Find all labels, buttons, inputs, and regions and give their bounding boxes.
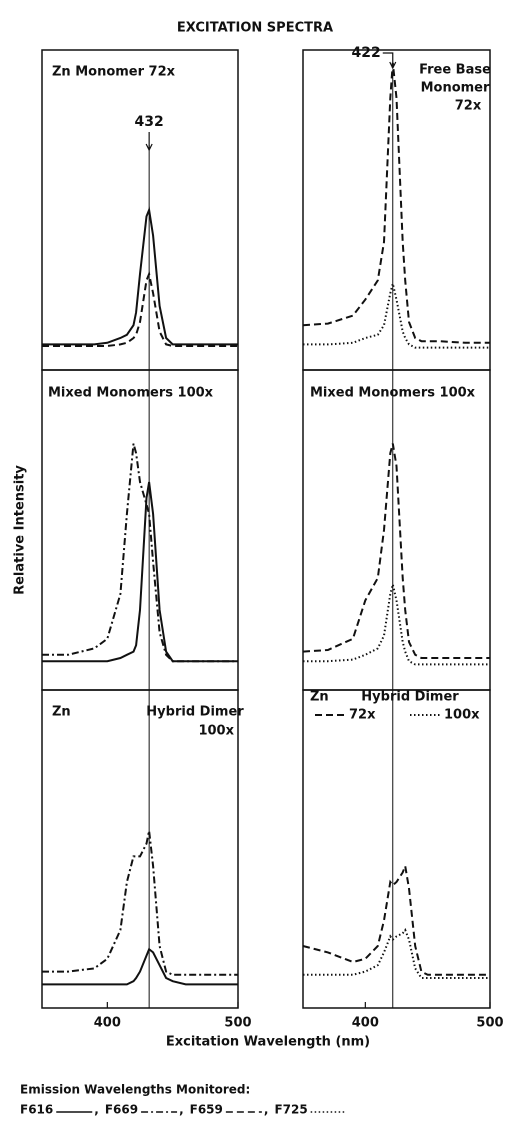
annotation-arrow [145, 132, 153, 152]
x-tick-label: 500 [476, 1016, 503, 1031]
y-axis-label: Relative Intensity [13, 465, 28, 595]
x-tick-label: 500 [224, 1016, 251, 1031]
panel-frame [41, 689, 239, 1009]
spectrum-line [302, 62, 490, 344]
spectrum-line [42, 947, 238, 986]
legend-separator: , [94, 1103, 99, 1117]
x-tick-label: 400 [352, 1016, 379, 1031]
panel-title: Mixed Monomers 100x [310, 386, 476, 401]
legend-label: F616 [20, 1103, 53, 1117]
panel-title: 72x [455, 99, 482, 114]
spectrum-line [303, 283, 490, 349]
legend-label: F669 [105, 1103, 138, 1117]
panel-title: Zn Monomer 72x [52, 65, 176, 80]
panel-title: Mixed Monomers 100x [48, 386, 214, 401]
spectrum-line [42, 206, 238, 346]
annotation: 432 [135, 114, 164, 130]
legend-label: F659 [190, 1103, 223, 1117]
spectrum-line [42, 443, 238, 663]
spectrum-line [302, 862, 490, 976]
panel-title: Zn [52, 705, 71, 720]
legend-separator: , [179, 1103, 184, 1117]
spectrum-line [42, 270, 238, 347]
legend-label: 100x [444, 708, 480, 723]
x-tick-label: 400 [94, 1016, 121, 1031]
spectrum-line [302, 443, 490, 659]
spectrum-line [303, 928, 490, 979]
panel-title: Free Base [419, 63, 491, 78]
panel-title: 100x [198, 724, 234, 739]
spectrum-line [42, 481, 238, 663]
panel-title: Hybrid Dimer [361, 690, 459, 705]
annotation: 422 [352, 45, 381, 61]
panel-frame [41, 369, 239, 691]
annotation-arrow [382, 52, 397, 70]
legend-title: Emission Wavelengths Monitored: [20, 1083, 250, 1097]
panel-title: Monomer [421, 81, 490, 96]
panel-frame [302, 369, 491, 691]
x-axis-label: Excitation Wavelength (nm) [166, 1035, 370, 1050]
legend-label: 72x [349, 708, 376, 723]
panel-title: Zn [310, 690, 329, 705]
panel-frame [302, 689, 491, 1009]
panel-title: Hybrid Dimer [146, 705, 244, 720]
legend-separator: , [264, 1103, 269, 1117]
figure-title: EXCITATION SPECTRA [177, 21, 333, 36]
spectrum-line [42, 830, 238, 976]
legend-label: F725 [274, 1103, 307, 1117]
spectrum-line [303, 584, 490, 666]
